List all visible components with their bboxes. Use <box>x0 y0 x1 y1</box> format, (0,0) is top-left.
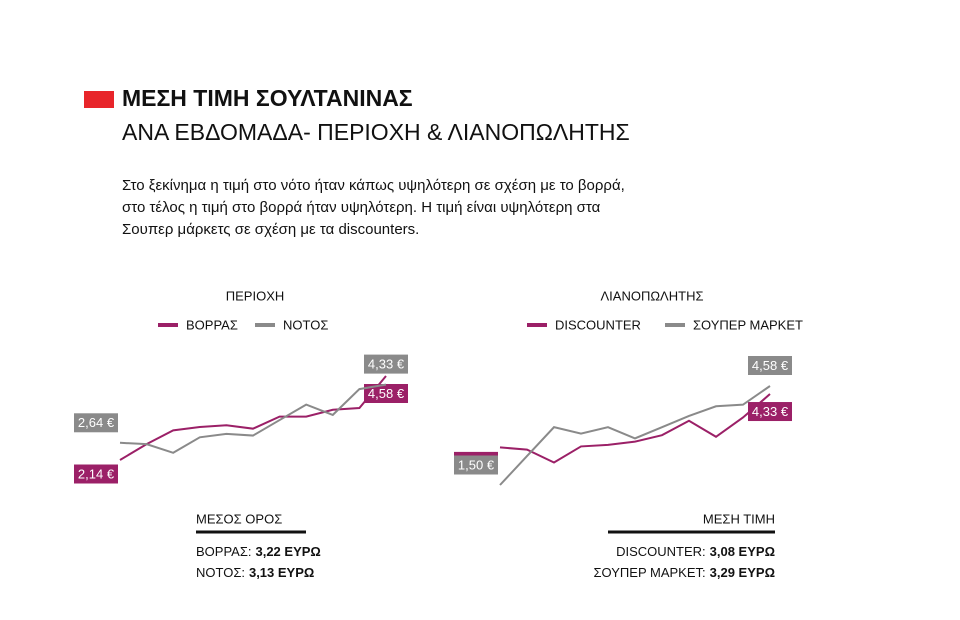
summary-value: 3,29 ΕΥΡΩ <box>710 565 775 580</box>
summary-line: ΒΟΡΡΑΣ: 3,22 ΕΥΡΩ <box>196 544 321 559</box>
chart-title: ΛΙΑΝΟΠΩΛΗΤΗΣ <box>600 288 703 303</box>
value-label-box <box>74 464 118 484</box>
value-label: 4,58 € <box>748 356 792 375</box>
legend-label: ΒΟΡΡΑΣ <box>186 317 238 332</box>
series-line <box>499 393 771 464</box>
summary-line: ΝΟΤΟΣ: 3,13 ΕΥΡΩ <box>196 565 314 580</box>
summary-label: ΣΟΥΠΕΡ ΜΑΡΚΕΤ: <box>593 565 705 580</box>
title-marker <box>84 91 114 108</box>
value-label-box <box>74 413 118 433</box>
legend-label: DISCOUNTER <box>555 317 641 332</box>
summary-heading: ΜΕΣΗ ΤΙΜΗ <box>703 511 775 526</box>
title: ΜΕΣΗ ΤΙΜΗ ΣΟΥΛΤΑΝΙΝΑΣ <box>122 85 413 111</box>
value-label-box <box>454 455 498 475</box>
summary-label: DISCOUNTER: <box>616 544 706 559</box>
value-label-box <box>748 356 792 375</box>
value-label: 2,14 € <box>74 464 118 484</box>
summary-label: ΝΟΤΟΣ: <box>196 565 245 580</box>
summary-value: 3,08 ΕΥΡΩ <box>710 544 775 559</box>
value-label-text: 4,33 € <box>368 357 405 372</box>
chart-title: ΠΕΡΙΟΧΗ <box>226 288 285 303</box>
value-label: 4,58 € <box>364 384 408 403</box>
subtitle: ΑΝΑ ΕΒΔΟΜΑΔΑ- ΠΕΡΙΟΧΗ & ΛΙΑΝΟΠΩΛΗΤΗΣ <box>122 119 630 145</box>
value-label-box <box>364 354 408 374</box>
description: στο τέλος η τιμή στο βορρά ήταν υψηλότερ… <box>122 199 601 216</box>
value-label: 4,33 € <box>748 402 792 422</box>
summary-line: DISCOUNTER: 3,08 ΕΥΡΩ <box>616 544 775 559</box>
description: Σουπερ μάρκετς σε σχέση με τα discounter… <box>122 221 419 238</box>
value-label-box <box>748 402 792 422</box>
series-line <box>499 385 771 486</box>
value-label-box <box>364 384 408 403</box>
value-label-text: 1,50 € <box>458 457 495 472</box>
summary-heading: ΜΕΣΟΣ ΟΡΟΣ <box>196 511 282 526</box>
value-label-text: 4,58 € <box>368 386 405 401</box>
series-line <box>119 375 387 461</box>
legend-label: ΝΟΤΟΣ <box>283 317 328 332</box>
series-line <box>119 383 387 454</box>
summary-value: 3,13 ΕΥΡΩ <box>249 565 314 580</box>
value-label-text: 4,33 € <box>752 404 789 419</box>
description: Στο ξεκίνημα η τιμή στο νότο ήταν κάπως … <box>122 177 625 194</box>
value-label-text: 2,64 € <box>78 415 115 430</box>
value-label-text: 4,58 € <box>752 358 789 373</box>
legend-label: ΣΟΥΠΕΡ ΜΑΡΚΕΤ <box>693 317 803 332</box>
value-label: 2,64 € <box>74 413 118 433</box>
value-label-text: 2,14 € <box>78 466 115 481</box>
value-label: 1,50 € <box>454 455 498 475</box>
summary-label: ΒΟΡΡΑΣ: <box>196 544 251 559</box>
value-label: 4,33 € <box>364 354 408 374</box>
summary-value: 3,22 ΕΥΡΩ <box>255 544 320 559</box>
summary-line: ΣΟΥΠΕΡ ΜΑΡΚΕΤ: 3,29 ΕΥΡΩ <box>593 565 775 580</box>
